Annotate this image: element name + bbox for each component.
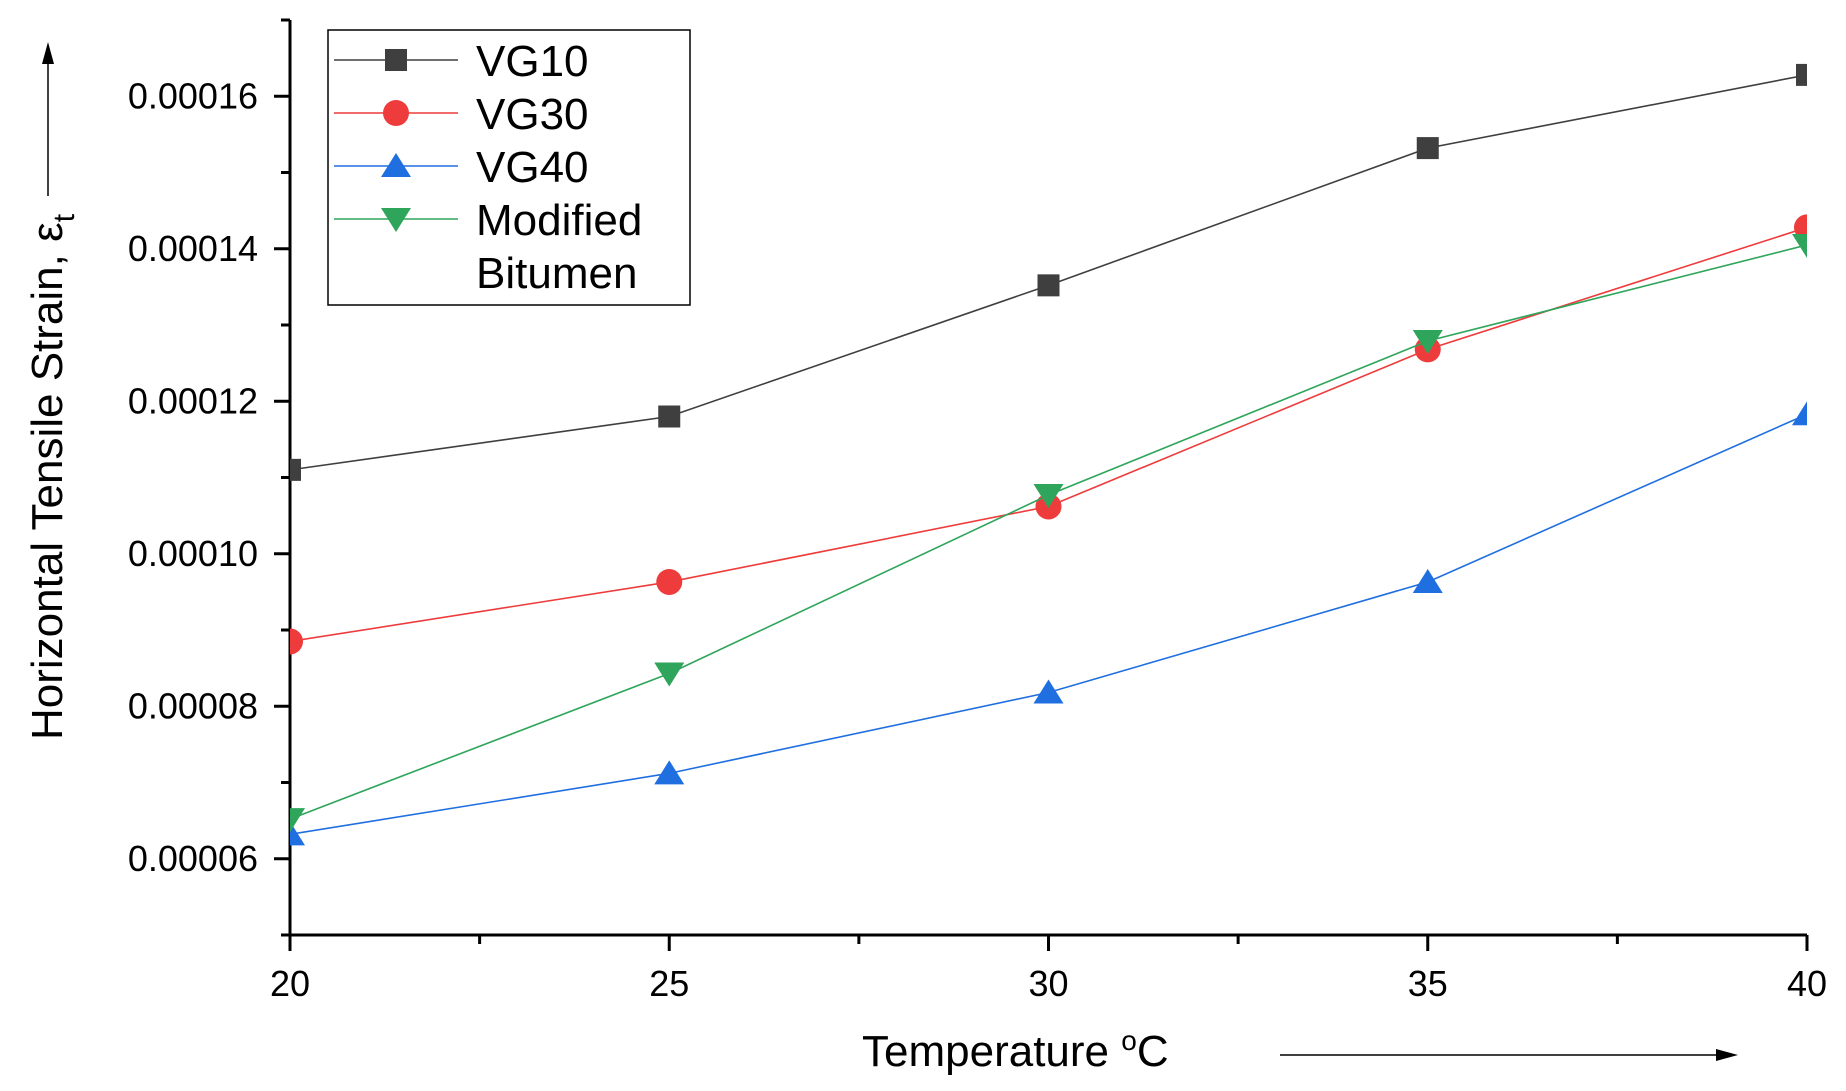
y-tick-label: 0.00012 xyxy=(128,380,258,421)
y-axis-arrow-head xyxy=(42,42,54,64)
legend-marker xyxy=(381,153,411,177)
legend-marker xyxy=(383,100,409,126)
data-point-modified-bitumen xyxy=(654,662,685,687)
x-tick-label: 20 xyxy=(270,963,310,1004)
legend-item-vg10: VG10 xyxy=(334,37,589,86)
series-vg40 xyxy=(290,401,1807,846)
x-tick-label: 30 xyxy=(1028,963,1068,1004)
data-point-modified-bitumen xyxy=(1412,330,1443,355)
axes: 0.00006 0.00008 0.00010 0.00012 0.00014 0.000… xyxy=(42,18,1827,1061)
x-axis-arrow-head xyxy=(1716,1049,1738,1061)
data-point-vg10 xyxy=(1796,63,1807,86)
data-point-modified-bitumen xyxy=(1033,484,1064,509)
y-tick-label: 0.00016 xyxy=(128,75,258,116)
data-point-vg10 xyxy=(1037,274,1060,297)
data-point-vg30 xyxy=(1794,214,1807,241)
x-axis-title-degree: o xyxy=(1121,1025,1137,1056)
y-tick-label: 0.00014 xyxy=(128,228,258,269)
legend-marker xyxy=(385,49,407,71)
legend-label: VG30 xyxy=(476,90,589,139)
data-point-vg40 xyxy=(1033,679,1064,704)
legend-label-line: VG40 xyxy=(476,143,589,192)
y-tick-label: 0.00008 xyxy=(128,685,258,726)
series-modified-bitumen xyxy=(290,233,1807,833)
legend-label: VG40 xyxy=(476,143,589,192)
x-axis-title: Temperature oC xyxy=(862,1025,1169,1076)
y-axis-title-text: Horizontal Tensile Strain, ε xyxy=(23,222,72,740)
data-point-vg40 xyxy=(290,821,305,846)
legend-label-line: VG10 xyxy=(476,37,589,86)
data-point-vg10 xyxy=(290,458,301,481)
y-tick-label: 0.00010 xyxy=(128,533,258,574)
series-line-vg40 xyxy=(290,413,1807,836)
series-vg10 xyxy=(290,63,1807,481)
data-point-vg40 xyxy=(1412,568,1443,593)
y-tick-label: 0.00006 xyxy=(128,838,258,879)
data-point-vg30 xyxy=(656,568,683,595)
legend-item-vg30: VG30 xyxy=(334,90,589,139)
legend-label-line: Bitumen xyxy=(476,249,637,298)
legend-label-line: VG30 xyxy=(476,90,589,139)
data-point-vg40 xyxy=(1792,401,1807,426)
legend-label: Modified Bitumen xyxy=(476,196,642,298)
data-point-vg10 xyxy=(1416,137,1439,160)
data-point-vg40 xyxy=(654,760,685,785)
legend-label: VG10 xyxy=(476,37,589,86)
data-point-modified-bitumen xyxy=(1792,233,1807,258)
y-axis-title: Horizontal Tensile Strain, εt xyxy=(23,213,81,740)
x-tick-label: 40 xyxy=(1787,963,1827,1004)
data-point-vg30 xyxy=(290,628,303,655)
data-point-modified-bitumen xyxy=(290,808,305,833)
x-tick-label: 35 xyxy=(1408,963,1448,1004)
series-layer xyxy=(290,63,1807,846)
data-point-vg10 xyxy=(658,405,681,428)
x-axis-title-text: Temperature xyxy=(862,1027,1121,1076)
legend-item-modified-bitumen: Modified Bitumen xyxy=(334,196,642,298)
y-axis-title-subscript: t xyxy=(48,213,81,222)
series-line-modified-bitumen xyxy=(290,244,1807,820)
legend-item-vg40: VG40 xyxy=(334,143,589,192)
x-axis-title-unit: C xyxy=(1137,1027,1169,1076)
x-tick-label: 25 xyxy=(649,963,689,1004)
legend-marker xyxy=(381,208,411,232)
legend-label-line: Modified xyxy=(476,196,642,245)
